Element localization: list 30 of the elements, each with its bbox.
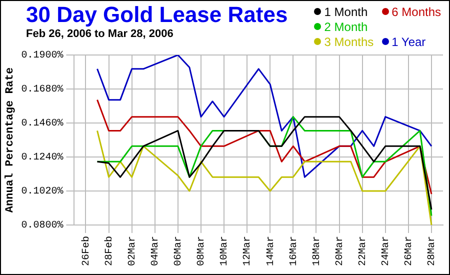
y-tick-label: 0.1240% xyxy=(21,152,64,164)
x-tick-label: 04Mar xyxy=(150,236,162,266)
x-tick-label: 02Mar xyxy=(127,236,138,266)
chart-title: 30 Day Gold Lease Rates xyxy=(26,2,288,28)
y-tick-label: 0.0800% xyxy=(21,220,64,232)
x-tick-label: 12Mar xyxy=(242,236,254,266)
x-tick-label: 14Mar xyxy=(266,236,277,266)
x-tick-label: 18Mar xyxy=(312,236,323,266)
legend-label: 3 Months xyxy=(324,34,374,48)
x-tick-label: 24Mar xyxy=(381,236,392,266)
y-tick-label: 0.1680% xyxy=(21,84,64,96)
legend-label: 1 Month xyxy=(324,4,368,18)
legend-label: 6 Months xyxy=(392,4,441,18)
x-tick-label: 26Mar xyxy=(404,236,416,266)
x-tick-label: 10Mar xyxy=(220,236,231,266)
x-tick-label: 08Mar xyxy=(196,236,208,266)
y-axis-title: Annual Percentage Rate xyxy=(4,66,16,213)
x-tick-label: 26Feb xyxy=(80,236,92,266)
chart-subtitle: Feb 26, 2006 to Mar 28, 2006 xyxy=(26,28,174,40)
x-tick-label: 20Mar xyxy=(334,236,346,266)
y-tick-label: 0.1460% xyxy=(21,118,64,130)
x-tick-label: 28Mar xyxy=(427,236,438,266)
x-tick-label: 22Mar xyxy=(358,236,369,266)
x-tick-label: 28Feb xyxy=(103,236,116,266)
legend-label: 1 Year xyxy=(392,34,426,48)
x-tick-label: 06Mar xyxy=(174,236,185,266)
legend-label: 2 Month xyxy=(324,20,368,34)
y-tick-label: 0.1900% xyxy=(21,50,64,62)
y-tick-label: 0.1020% xyxy=(21,186,64,198)
x-tick-label: 16Mar xyxy=(288,236,300,266)
